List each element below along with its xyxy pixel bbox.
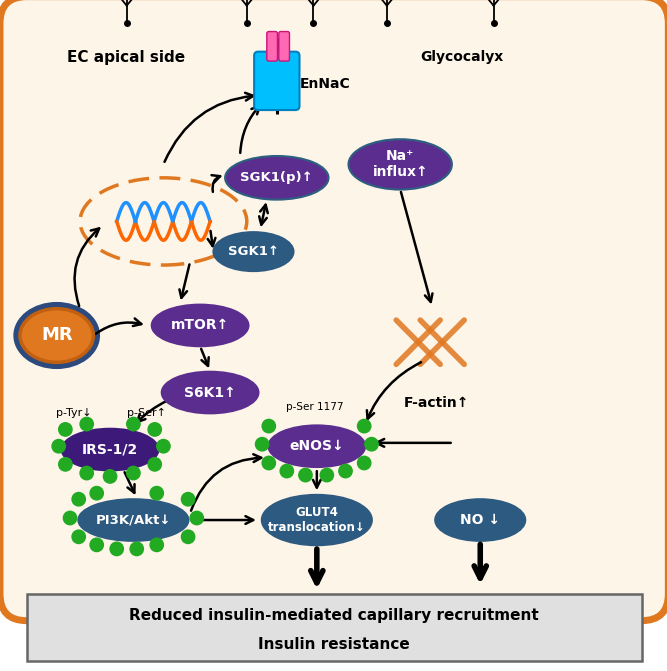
Circle shape: [148, 423, 161, 436]
Circle shape: [339, 464, 352, 478]
Circle shape: [150, 538, 163, 552]
Text: F-actin↑: F-actin↑: [404, 396, 470, 410]
Circle shape: [110, 542, 123, 556]
Ellipse shape: [435, 499, 526, 541]
Text: EC apical side: EC apical side: [67, 50, 185, 64]
Circle shape: [80, 417, 93, 431]
Text: MR: MR: [41, 327, 73, 344]
Text: Na⁺
influx↑: Na⁺ influx↑: [372, 149, 428, 180]
FancyBboxPatch shape: [27, 594, 642, 661]
Text: Reduced insulin-mediated capillary recruitment: Reduced insulin-mediated capillary recru…: [129, 609, 538, 623]
Text: p-Ser 1177: p-Ser 1177: [286, 403, 344, 412]
Circle shape: [320, 468, 334, 482]
Ellipse shape: [161, 372, 258, 413]
Circle shape: [365, 437, 378, 451]
Circle shape: [255, 437, 269, 451]
Ellipse shape: [268, 425, 366, 467]
Ellipse shape: [62, 429, 159, 470]
Circle shape: [103, 470, 117, 483]
Text: eNOS↓: eNOS↓: [289, 440, 344, 453]
Circle shape: [148, 458, 161, 471]
Ellipse shape: [225, 156, 328, 200]
Text: EnNaC: EnNaC: [300, 77, 351, 91]
Circle shape: [181, 530, 195, 544]
Ellipse shape: [152, 305, 248, 346]
Text: p-Ser↑: p-Ser↑: [127, 408, 166, 417]
Circle shape: [280, 464, 293, 478]
FancyBboxPatch shape: [267, 32, 277, 61]
Circle shape: [72, 493, 85, 506]
FancyBboxPatch shape: [254, 52, 299, 110]
Circle shape: [157, 440, 170, 453]
Text: mTOR↑: mTOR↑: [171, 319, 229, 332]
Text: GLUT4
translocation↓: GLUT4 translocation↓: [268, 506, 366, 534]
Circle shape: [72, 530, 85, 544]
Circle shape: [59, 423, 72, 436]
Circle shape: [90, 538, 103, 552]
Text: Insulin resistance: Insulin resistance: [257, 637, 410, 652]
Text: p-Tyr↓: p-Tyr↓: [55, 408, 91, 417]
Circle shape: [190, 511, 203, 525]
Text: IRS-1/2: IRS-1/2: [82, 443, 138, 456]
Ellipse shape: [13, 302, 100, 369]
Circle shape: [299, 468, 312, 482]
Text: S6K1↑: S6K1↑: [184, 386, 236, 399]
Circle shape: [358, 456, 371, 470]
Ellipse shape: [20, 309, 93, 362]
Circle shape: [262, 419, 275, 433]
Circle shape: [150, 486, 163, 500]
Circle shape: [80, 466, 93, 480]
Circle shape: [59, 458, 72, 471]
Text: NO ↓: NO ↓: [460, 513, 500, 527]
Ellipse shape: [213, 232, 293, 271]
Circle shape: [52, 440, 65, 453]
Circle shape: [127, 466, 140, 480]
Text: SGK1↑: SGK1↑: [228, 245, 279, 258]
Circle shape: [358, 419, 371, 433]
Circle shape: [181, 493, 195, 506]
FancyBboxPatch shape: [279, 32, 289, 61]
Text: SGK1(p)↑: SGK1(p)↑: [240, 171, 313, 185]
FancyBboxPatch shape: [0, 0, 667, 621]
Circle shape: [262, 456, 275, 470]
Ellipse shape: [261, 495, 372, 545]
Circle shape: [90, 486, 103, 500]
Circle shape: [63, 511, 77, 525]
Text: Glycocalyx: Glycocalyx: [420, 50, 504, 64]
Circle shape: [130, 542, 143, 556]
Ellipse shape: [348, 139, 452, 189]
Text: PI3K/Akt↓: PI3K/Akt↓: [95, 513, 171, 527]
Circle shape: [127, 417, 140, 431]
Ellipse shape: [79, 499, 189, 541]
